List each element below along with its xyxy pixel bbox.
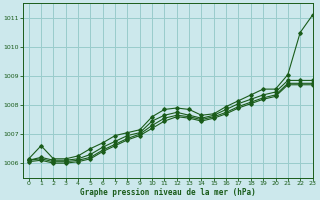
X-axis label: Graphe pression niveau de la mer (hPa): Graphe pression niveau de la mer (hPa) — [80, 188, 255, 197]
